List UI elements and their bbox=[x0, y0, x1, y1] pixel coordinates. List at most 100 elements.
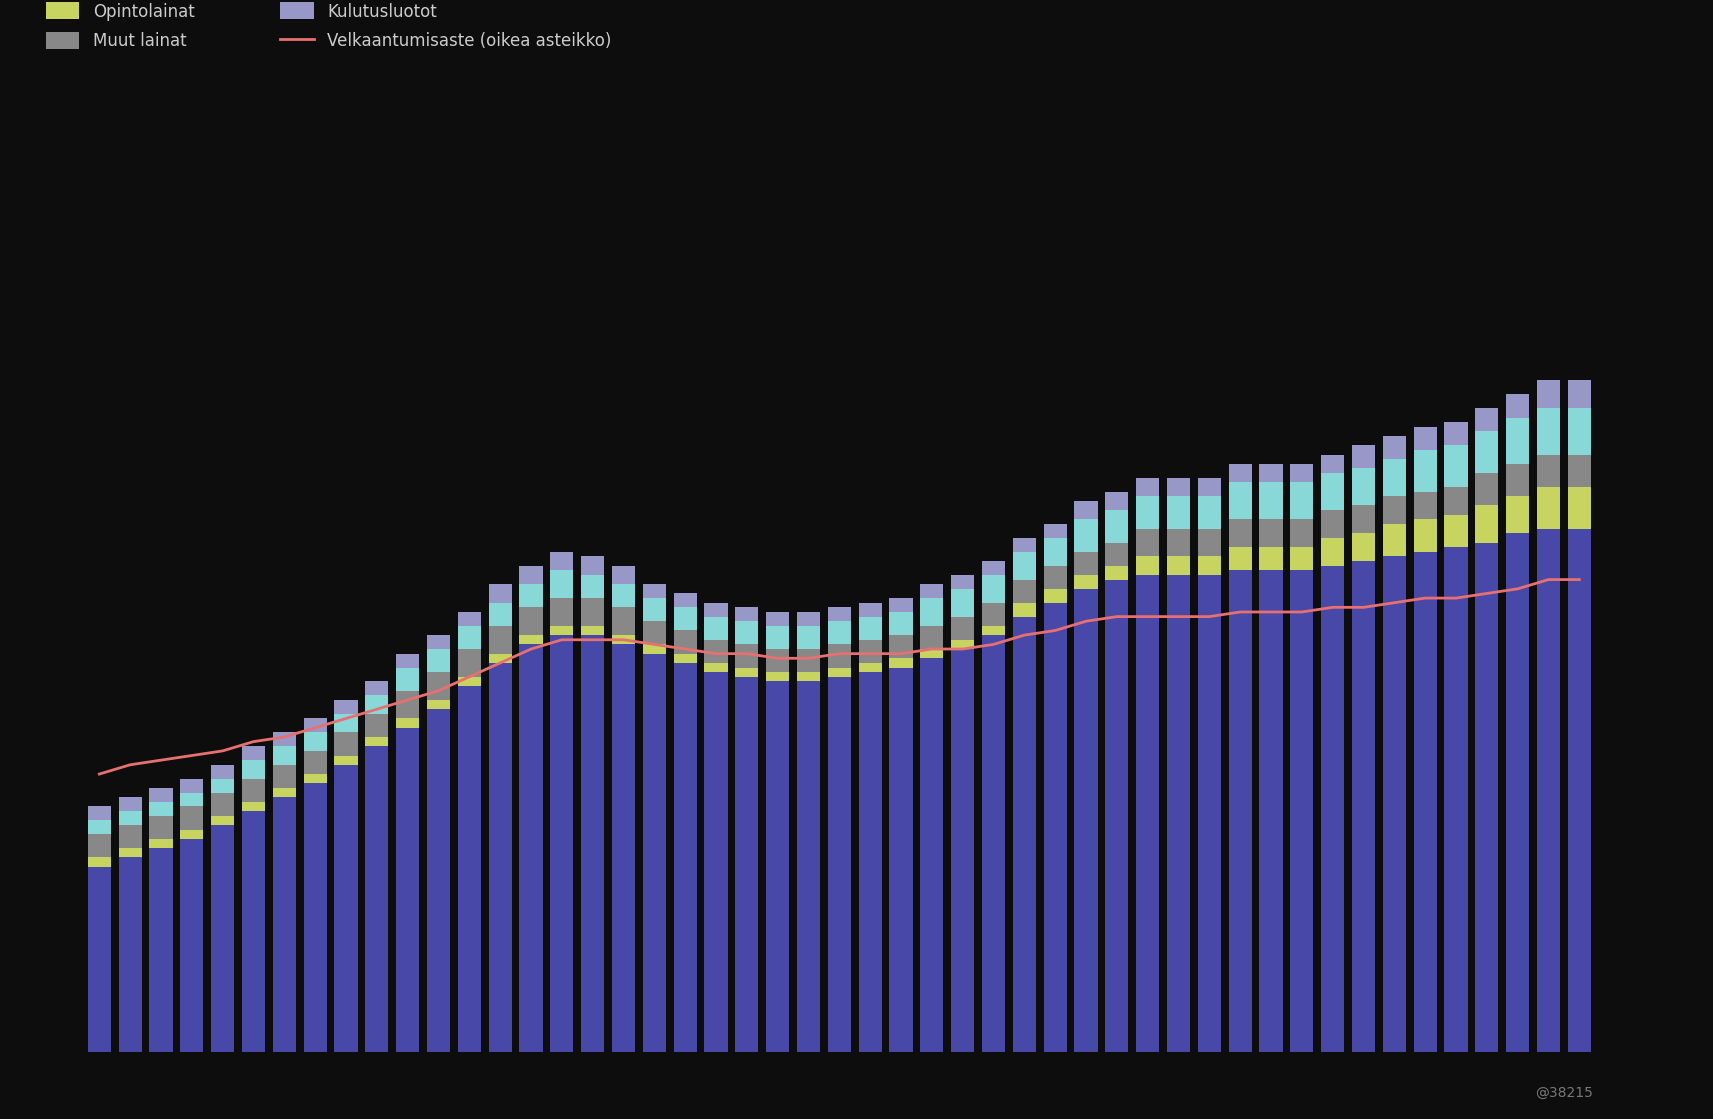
Bar bbox=[1167, 528, 1191, 556]
Bar bbox=[858, 603, 882, 617]
Bar bbox=[242, 811, 266, 1052]
Bar bbox=[427, 649, 451, 673]
Bar bbox=[735, 645, 759, 668]
Bar bbox=[1259, 547, 1283, 571]
Bar bbox=[1506, 417, 1530, 463]
Bar bbox=[1321, 566, 1345, 1052]
Bar bbox=[1506, 534, 1530, 1052]
Bar bbox=[1537, 454, 1561, 487]
Bar bbox=[149, 802, 173, 816]
Bar bbox=[242, 779, 266, 802]
Bar bbox=[519, 645, 543, 1052]
Bar bbox=[180, 807, 204, 829]
Bar bbox=[1537, 528, 1561, 1052]
Bar bbox=[1197, 478, 1221, 496]
Bar bbox=[488, 662, 512, 1052]
Bar bbox=[365, 681, 389, 695]
Bar bbox=[982, 626, 1006, 636]
Bar bbox=[180, 839, 204, 1052]
Bar bbox=[1136, 478, 1160, 496]
Bar bbox=[704, 603, 728, 617]
Bar bbox=[1012, 580, 1036, 603]
Bar bbox=[303, 732, 327, 751]
Bar bbox=[1105, 491, 1129, 510]
Bar bbox=[242, 802, 266, 811]
Bar bbox=[1012, 552, 1036, 580]
Bar bbox=[642, 645, 666, 653]
Bar bbox=[87, 866, 111, 1052]
Bar bbox=[87, 807, 111, 820]
Bar bbox=[272, 764, 296, 788]
Bar bbox=[735, 668, 759, 677]
Bar bbox=[704, 673, 728, 1052]
Bar bbox=[550, 598, 574, 626]
Bar bbox=[1321, 473, 1345, 510]
Bar bbox=[149, 788, 173, 802]
Bar bbox=[982, 636, 1006, 1052]
Bar bbox=[642, 621, 666, 645]
Bar bbox=[1444, 515, 1468, 547]
Bar bbox=[334, 755, 358, 764]
Bar bbox=[550, 552, 574, 571]
Bar bbox=[1259, 519, 1283, 547]
Bar bbox=[612, 645, 636, 1052]
Bar bbox=[920, 598, 944, 626]
Bar bbox=[396, 668, 420, 690]
Bar bbox=[1567, 380, 1591, 408]
Bar bbox=[1382, 524, 1406, 556]
Bar bbox=[1043, 538, 1067, 566]
Bar bbox=[303, 783, 327, 1052]
Bar bbox=[1352, 445, 1376, 469]
Bar bbox=[1043, 589, 1067, 603]
Bar bbox=[1043, 566, 1067, 589]
Bar bbox=[457, 626, 481, 649]
Bar bbox=[1105, 580, 1129, 1052]
Bar bbox=[272, 732, 296, 746]
Bar bbox=[427, 700, 451, 709]
Bar bbox=[396, 718, 420, 727]
Bar bbox=[1352, 506, 1376, 534]
Bar bbox=[1475, 473, 1499, 506]
Bar bbox=[1290, 519, 1314, 547]
Bar bbox=[1167, 556, 1191, 575]
Bar bbox=[766, 626, 790, 649]
Bar bbox=[1413, 491, 1437, 519]
Bar bbox=[457, 649, 481, 677]
Bar bbox=[1413, 426, 1437, 450]
Bar bbox=[87, 857, 111, 866]
Bar bbox=[396, 690, 420, 718]
Bar bbox=[858, 662, 882, 673]
Bar bbox=[1382, 459, 1406, 496]
Bar bbox=[612, 636, 636, 645]
Bar bbox=[889, 612, 913, 636]
Bar bbox=[1136, 496, 1160, 528]
Bar bbox=[827, 645, 851, 668]
Bar bbox=[303, 751, 327, 774]
Bar bbox=[1167, 575, 1191, 1052]
Bar bbox=[1567, 528, 1591, 1052]
Bar bbox=[303, 718, 327, 732]
Bar bbox=[303, 774, 327, 783]
Bar bbox=[889, 668, 913, 1052]
Bar bbox=[673, 608, 697, 630]
Bar bbox=[1043, 603, 1067, 1052]
Bar bbox=[951, 589, 975, 617]
Bar bbox=[118, 857, 142, 1052]
Bar bbox=[1290, 463, 1314, 482]
Bar bbox=[1167, 478, 1191, 496]
Bar bbox=[581, 636, 605, 1052]
Bar bbox=[1475, 432, 1499, 473]
Bar bbox=[858, 673, 882, 1052]
Bar bbox=[457, 677, 481, 686]
Bar bbox=[1074, 589, 1098, 1052]
Bar bbox=[1537, 408, 1561, 454]
Bar bbox=[581, 598, 605, 626]
Bar bbox=[180, 829, 204, 839]
Bar bbox=[1167, 496, 1191, 528]
Bar bbox=[180, 779, 204, 792]
Bar bbox=[1537, 487, 1561, 528]
Bar bbox=[488, 653, 512, 662]
Bar bbox=[1321, 510, 1345, 538]
Bar bbox=[1228, 519, 1252, 547]
Bar bbox=[334, 764, 358, 1052]
